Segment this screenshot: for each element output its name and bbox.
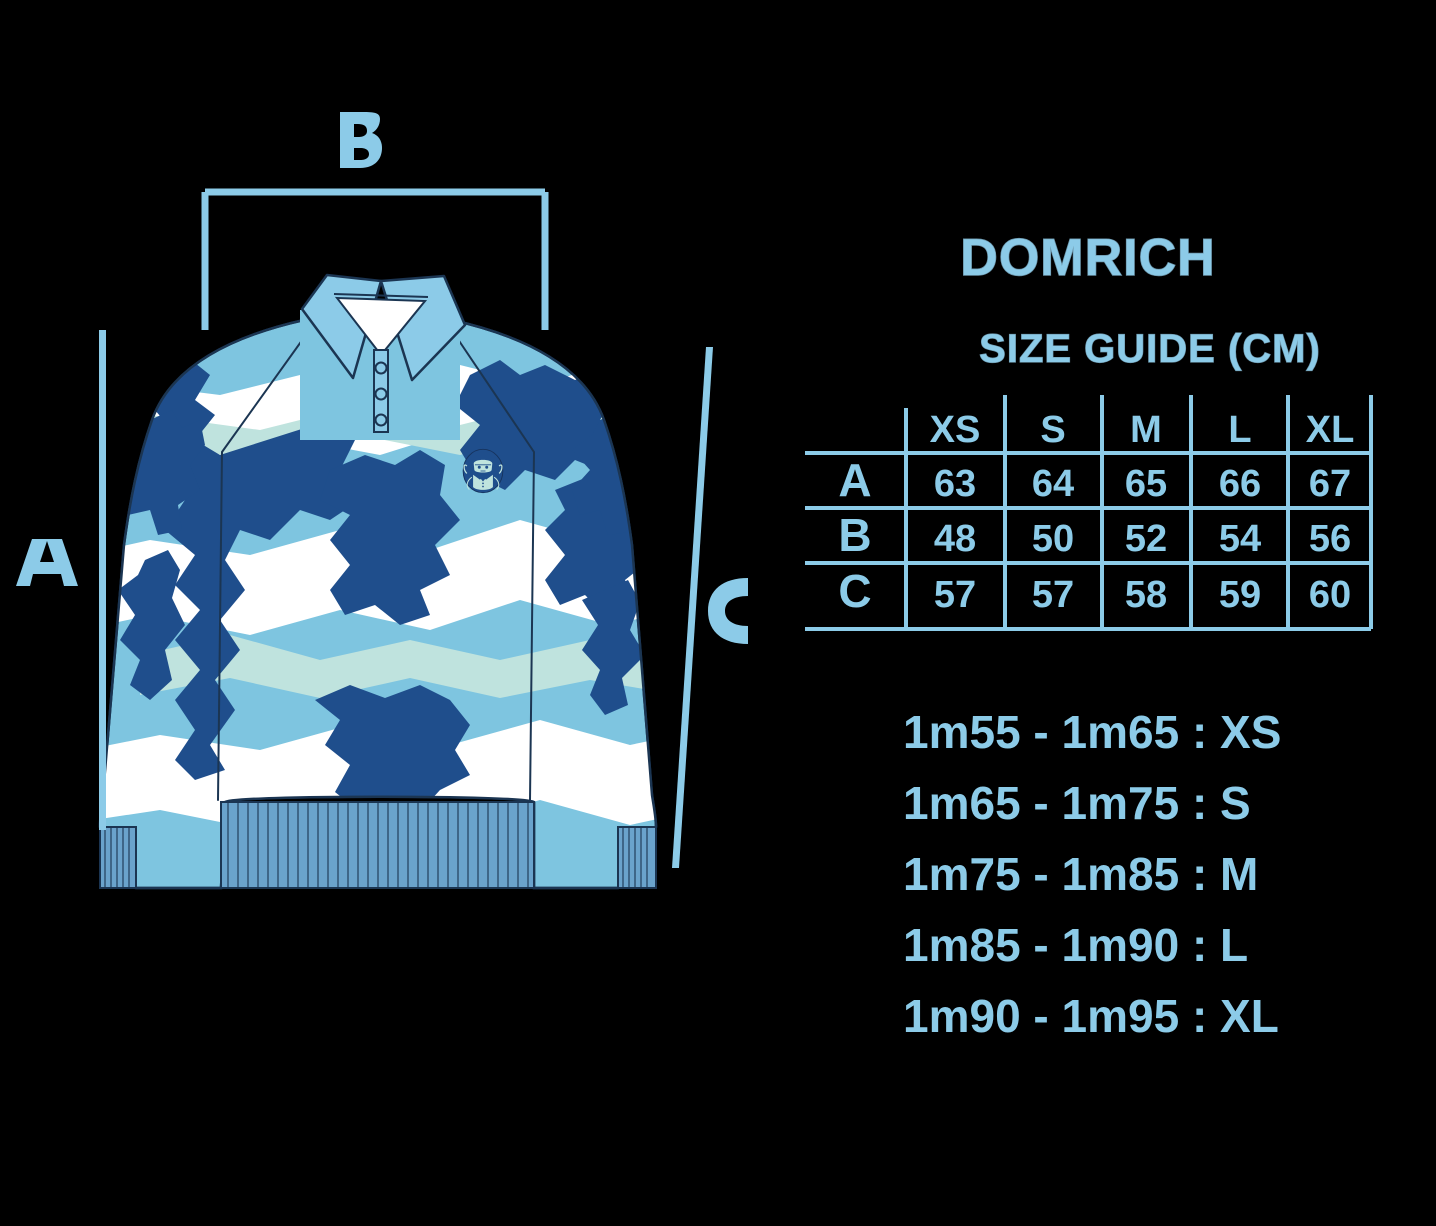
svg-text:60: 60 [1309, 574, 1351, 616]
svg-text:1m85 - 1m90 : L: 1m85 - 1m90 : L [903, 919, 1248, 971]
svg-text:XS: XS [930, 409, 981, 451]
svg-text:67: 67 [1309, 463, 1351, 505]
svg-text:64: 64 [1032, 463, 1074, 505]
svg-text:66: 66 [1219, 463, 1261, 505]
svg-text:59: 59 [1219, 574, 1261, 616]
svg-text:S: S [1040, 409, 1065, 451]
svg-text:57: 57 [934, 574, 976, 616]
svg-text:M: M [1130, 409, 1162, 451]
svg-text:A: A [838, 454, 871, 506]
svg-text:65: 65 [1125, 463, 1167, 505]
svg-text:XL: XL [1306, 409, 1355, 451]
svg-text:1m75 - 1m85 : M: 1m75 - 1m85 : M [903, 848, 1258, 900]
svg-text:C: C [838, 565, 871, 617]
svg-text:DOMRICH: DOMRICH [960, 229, 1215, 287]
svg-text:1m55 - 1m65 : XS: 1m55 - 1m65 : XS [903, 706, 1281, 758]
svg-text:50: 50 [1032, 518, 1074, 560]
svg-text:63: 63 [934, 463, 976, 505]
svg-text:52: 52 [1125, 518, 1167, 560]
svg-text:54: 54 [1219, 518, 1261, 560]
svg-text:1m65 - 1m75 : S: 1m65 - 1m75 : S [903, 777, 1251, 829]
svg-text:56: 56 [1309, 518, 1351, 560]
svg-text:B: B [838, 509, 871, 561]
svg-text:48: 48 [934, 518, 976, 560]
svg-text:58: 58 [1125, 574, 1167, 616]
svg-text:SIZE GUIDE (CM): SIZE GUIDE (CM) [979, 327, 1321, 371]
svg-text:L: L [1228, 409, 1251, 451]
svg-text:57: 57 [1032, 574, 1074, 616]
svg-text:1m90 - 1m95 : XL: 1m90 - 1m95 : XL [903, 990, 1279, 1042]
